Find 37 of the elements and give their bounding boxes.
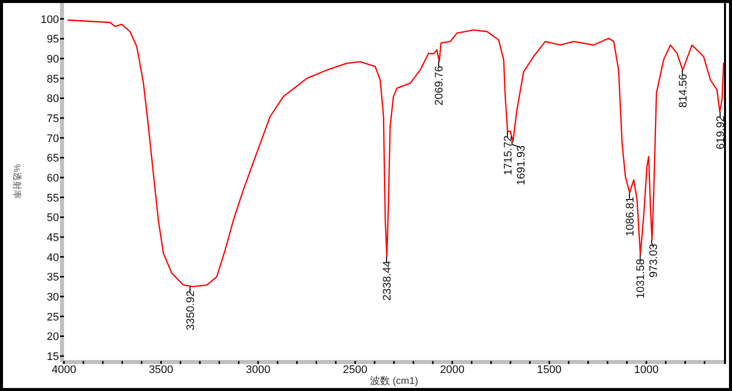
y-tick-label: 65 <box>46 152 59 165</box>
x-tick-label: 1000 <box>634 364 659 376</box>
y-tick-label: 55 <box>46 192 59 204</box>
annotation: 2069.76 <box>434 66 446 106</box>
annotation: 3350.92 <box>185 290 197 330</box>
x-tick-label: 1500 <box>537 364 562 376</box>
x-axis-title: 波数 (cm1) <box>370 375 418 387</box>
annotation: 814.56 <box>677 74 690 108</box>
y-tick-label: 60 <box>46 172 59 185</box>
y-tick-label: 50 <box>46 212 59 224</box>
y-tick-label: 90 <box>46 54 59 66</box>
x-tick-label: 3500 <box>148 364 174 376</box>
y-tick-label: 40 <box>46 252 59 264</box>
annotation: 619.92 <box>715 116 728 150</box>
y-tick-label: 80 <box>46 93 59 106</box>
x-tick-label: 2500 <box>342 364 368 376</box>
annotation: 1691.93 <box>515 145 528 186</box>
annotation: 1031.58 <box>635 258 648 299</box>
y-tick-label: 25 <box>46 311 59 324</box>
y-axis-title: %透射率 <box>12 164 22 200</box>
annotation: 973.03 <box>648 244 660 278</box>
x-tick-label: 2000 <box>440 364 464 376</box>
y-tick-label: 70 <box>46 132 59 145</box>
x-tick-label: 3000 <box>246 364 270 376</box>
y-tick-label: 30 <box>46 292 59 304</box>
y-tick-label: 35 <box>46 272 59 284</box>
y-tick-label: 15 <box>46 351 59 364</box>
annotation: 2338.44 <box>382 260 394 301</box>
y-tick-label: 95 <box>46 34 59 46</box>
y-tick-label: 20 <box>46 331 59 344</box>
annotation: 1086.81 <box>624 196 636 236</box>
x-tick-label: 4000 <box>52 364 76 376</box>
y-tick-label: 100 <box>40 14 59 26</box>
y-tick-label: 75 <box>46 113 59 126</box>
y-tick-label: 45 <box>46 232 59 244</box>
y-tick-label: 85 <box>46 73 59 86</box>
annotation: 1715.72 <box>502 136 514 176</box>
